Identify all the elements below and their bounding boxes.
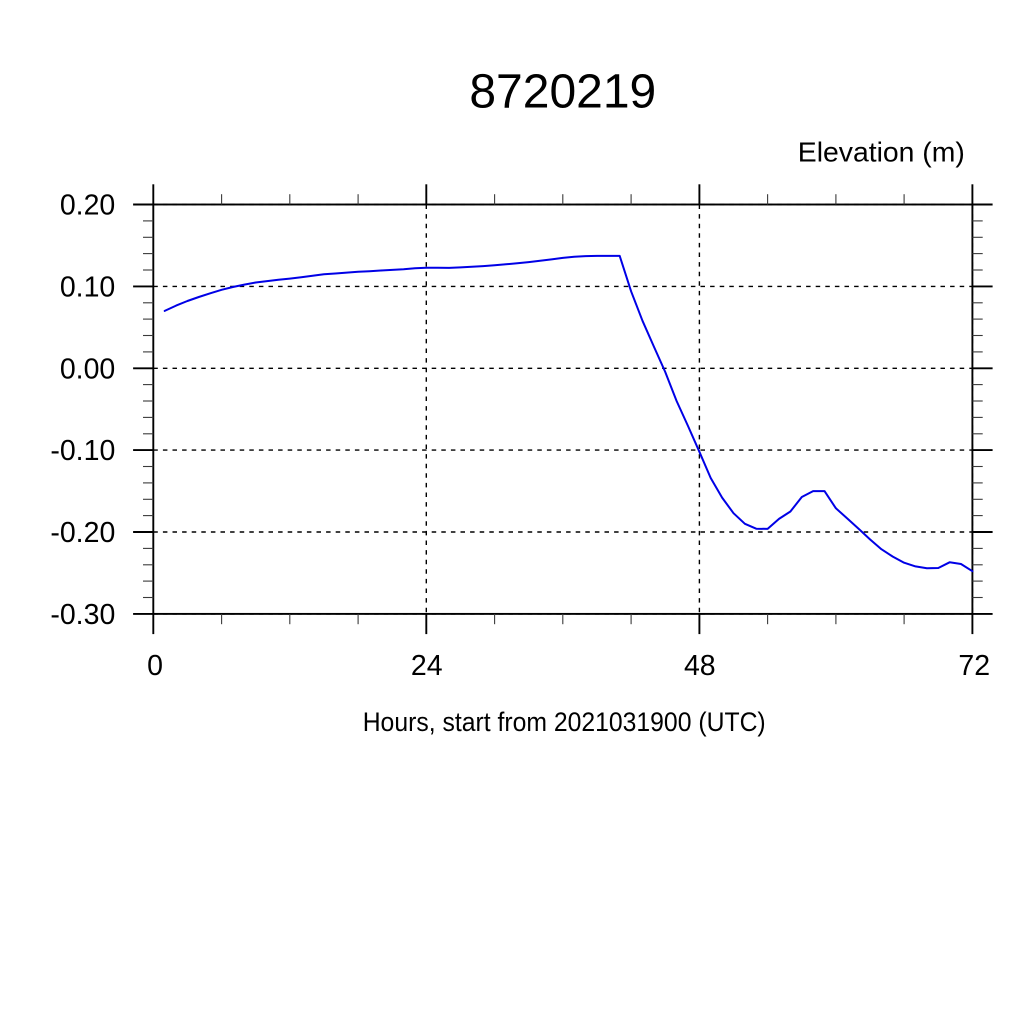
svg-text:Elevation (m): Elevation (m) <box>798 136 965 167</box>
svg-text:24: 24 <box>411 650 443 682</box>
svg-text:48: 48 <box>684 650 716 682</box>
svg-text:72: 72 <box>958 650 990 682</box>
svg-text:0.20: 0.20 <box>60 190 115 222</box>
svg-text:-0.20: -0.20 <box>50 517 115 549</box>
svg-text:Hours, start from 2021031900 (: Hours, start from 2021031900 (UTC) <box>363 707 766 737</box>
svg-text:0.10: 0.10 <box>60 271 115 303</box>
svg-text:-0.10: -0.10 <box>50 435 115 467</box>
svg-text:-0.30: -0.30 <box>50 599 115 631</box>
svg-text:8720219: 8720219 <box>469 66 656 119</box>
svg-text:0.00: 0.00 <box>60 353 115 385</box>
svg-text:0: 0 <box>147 650 163 682</box>
